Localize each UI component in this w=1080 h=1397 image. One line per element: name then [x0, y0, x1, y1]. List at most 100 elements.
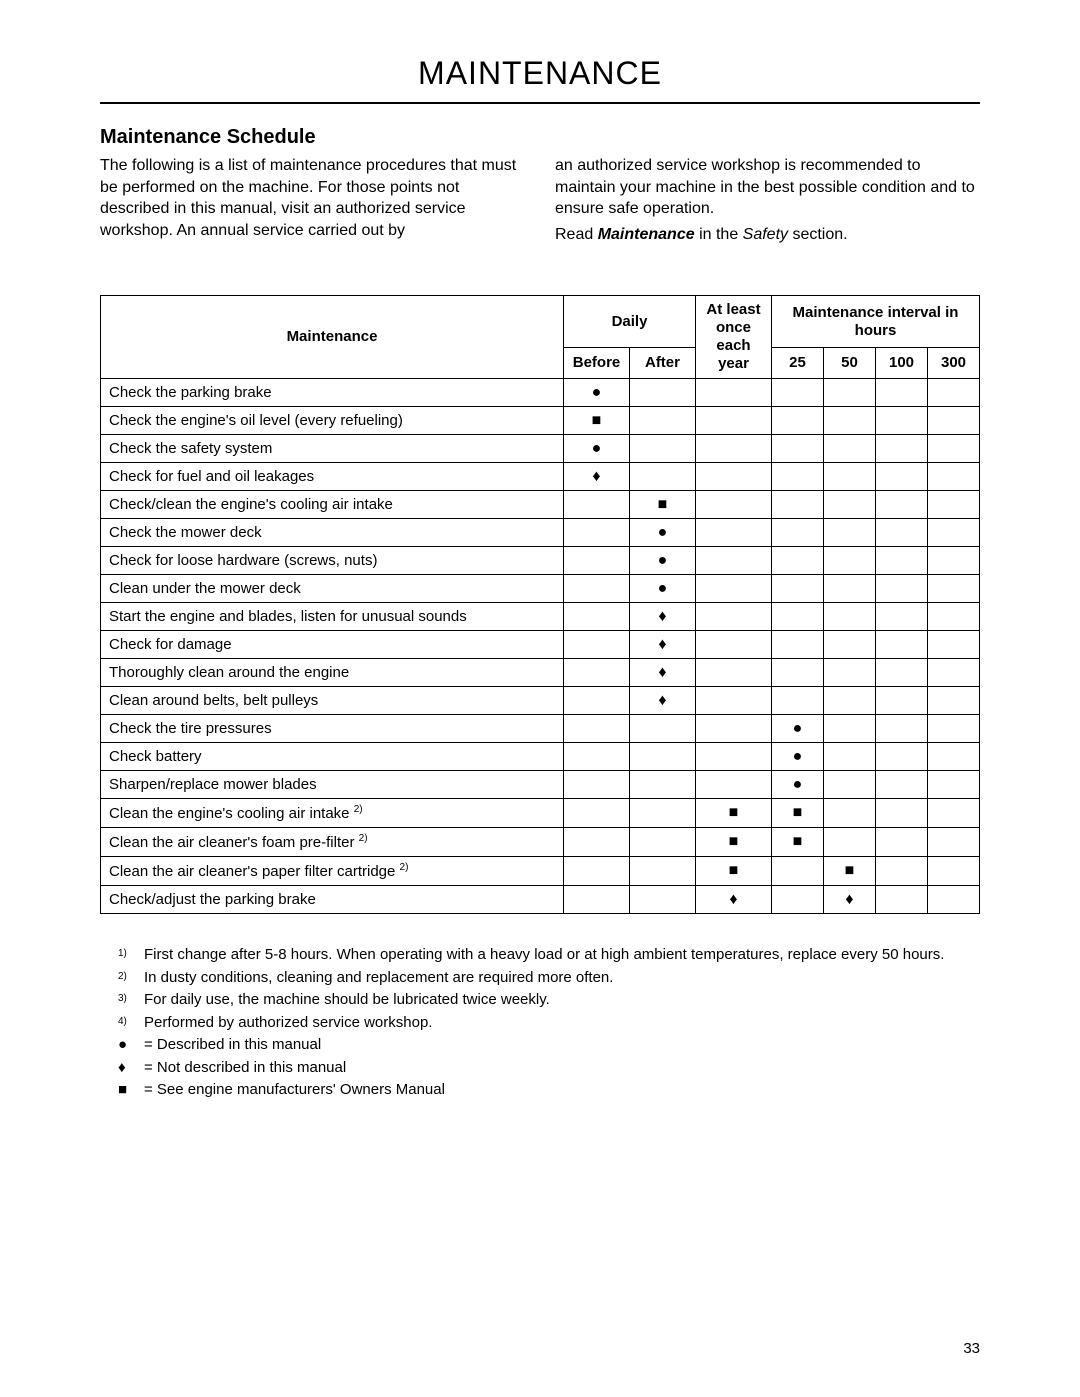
table-row: Clean around belts, belt pulleys ♦	[101, 687, 980, 715]
sub-heading: Maintenance Schedule	[100, 126, 980, 149]
mark-cell-h50	[824, 715, 876, 743]
mark-cell-before	[564, 659, 630, 687]
mark-cell-h300	[928, 687, 980, 715]
mark-cell-h25	[772, 687, 824, 715]
mark-cell-h300	[928, 659, 980, 687]
table-row: Check for damage ♦	[101, 631, 980, 659]
mark-cell-before: ●	[564, 435, 630, 463]
mark-cell-h50	[824, 435, 876, 463]
legend-symbol: ●	[118, 1034, 144, 1057]
task-cell: Check for damage	[101, 631, 564, 659]
mark-cell-year: ♦	[696, 886, 772, 914]
mark-cell-after	[630, 379, 696, 407]
mark-cell-h100	[876, 631, 928, 659]
intro-right-text: an authorized service workshop is recomm…	[555, 155, 980, 220]
table-row: Check the mower deck ●	[101, 519, 980, 547]
table-row: Clean under the mower deck ●	[101, 575, 980, 603]
footnote-text: In dusty conditions, cleaning and replac…	[144, 967, 980, 990]
task-cell: Check/clean the engine's cooling air int…	[101, 491, 564, 519]
mark-cell-after	[630, 886, 696, 914]
mark-cell-h300	[928, 857, 980, 886]
mark-cell-h25	[772, 435, 824, 463]
task-cell: Check the tire pressures	[101, 715, 564, 743]
mark-cell-after: ♦	[630, 603, 696, 631]
mark-cell-h25	[772, 519, 824, 547]
mark-cell-after	[630, 743, 696, 771]
mark-cell-h100	[876, 435, 928, 463]
mark-cell-before	[564, 491, 630, 519]
mark-cell-year	[696, 463, 772, 491]
footnote-sup: 4)	[118, 1012, 144, 1029]
task-cell: Clean around belts, belt pulleys	[101, 687, 564, 715]
mark-cell-before	[564, 799, 630, 828]
task-cell: Check the mower deck	[101, 519, 564, 547]
mark-cell-h25	[772, 463, 824, 491]
mark-cell-h50	[824, 603, 876, 631]
mark-cell-h300	[928, 799, 980, 828]
table-row: Check for loose hardware (screws, nuts) …	[101, 547, 980, 575]
mark-cell-h25	[772, 886, 824, 914]
mark-cell-h100	[876, 857, 928, 886]
mark-cell-before	[564, 771, 630, 799]
task-cell: Clean the air cleaner's foam pre-filter …	[101, 828, 564, 857]
page: MAINTENANCE Maintenance Schedule The fol…	[0, 0, 1080, 1397]
mark-cell-year: ■	[696, 857, 772, 886]
mark-cell-h100	[876, 799, 928, 828]
mark-cell-year	[696, 407, 772, 435]
mark-cell-h25: ■	[772, 799, 824, 828]
footnote-ref: 2)	[359, 833, 368, 844]
task-cell: Sharpen/replace mower blades	[101, 771, 564, 799]
mark-cell-after	[630, 857, 696, 886]
mark-cell-h100	[876, 407, 928, 435]
mark-cell-h25	[772, 407, 824, 435]
mark-cell-h25	[772, 603, 824, 631]
table-row: Sharpen/replace mower blades ●	[101, 771, 980, 799]
table-row: Check battery ●	[101, 743, 980, 771]
mark-cell-after: ●	[630, 575, 696, 603]
th-300: 300	[928, 347, 980, 379]
mark-cell-year	[696, 771, 772, 799]
footnote-text: Performed by authorized service workshop…	[144, 1012, 980, 1035]
legend-row: ●= Described in this manual	[118, 1034, 980, 1057]
table-row: Start the engine and blades, listen for …	[101, 603, 980, 631]
th-daily: Daily	[564, 296, 696, 347]
mark-cell-year: ■	[696, 828, 772, 857]
mark-cell-h100	[876, 575, 928, 603]
task-cell: Check the engine's oil level (every refu…	[101, 407, 564, 435]
mark-cell-before	[564, 886, 630, 914]
page-number: 33	[963, 1340, 980, 1357]
footnotes: 1)First change after 5-8 hours. When ope…	[100, 944, 980, 1102]
th-after: After	[630, 347, 696, 379]
task-cell: Check the parking brake	[101, 379, 564, 407]
mark-cell-h50	[824, 687, 876, 715]
mark-cell-before: ■	[564, 407, 630, 435]
mark-cell-h300	[928, 407, 980, 435]
table-row: Thoroughly clean around the engine ♦	[101, 659, 980, 687]
task-cell: Clean the air cleaner's paper filter car…	[101, 857, 564, 886]
table-row: Check the safety system ●	[101, 435, 980, 463]
legend-text: = Not described in this manual	[144, 1057, 980, 1080]
table-row: Check the engine's oil level (every refu…	[101, 407, 980, 435]
mark-cell-h50	[824, 743, 876, 771]
mark-cell-h100	[876, 603, 928, 631]
legend-text: = See engine manufacturers' Owners Manua…	[144, 1079, 980, 1102]
footnote-ref: 2)	[354, 804, 363, 815]
task-cell: Check the safety system	[101, 435, 564, 463]
mark-cell-after: ●	[630, 519, 696, 547]
mark-cell-before	[564, 519, 630, 547]
mark-cell-h50	[824, 407, 876, 435]
legend-row: ■= See engine manufacturers' Owners Manu…	[118, 1079, 980, 1102]
read-italic: Safety	[743, 226, 788, 243]
mark-cell-h50	[824, 659, 876, 687]
mark-cell-before: ●	[564, 379, 630, 407]
mark-cell-h25: ●	[772, 743, 824, 771]
th-25: 25	[772, 347, 824, 379]
mark-cell-h100	[876, 743, 928, 771]
mark-cell-h300	[928, 519, 980, 547]
mark-cell-before	[564, 828, 630, 857]
legend-symbol: ■	[118, 1079, 144, 1102]
mark-cell-after: ■	[630, 491, 696, 519]
mark-cell-h300	[928, 435, 980, 463]
mark-cell-h25	[772, 547, 824, 575]
table-row: Check/clean the engine's cooling air int…	[101, 491, 980, 519]
